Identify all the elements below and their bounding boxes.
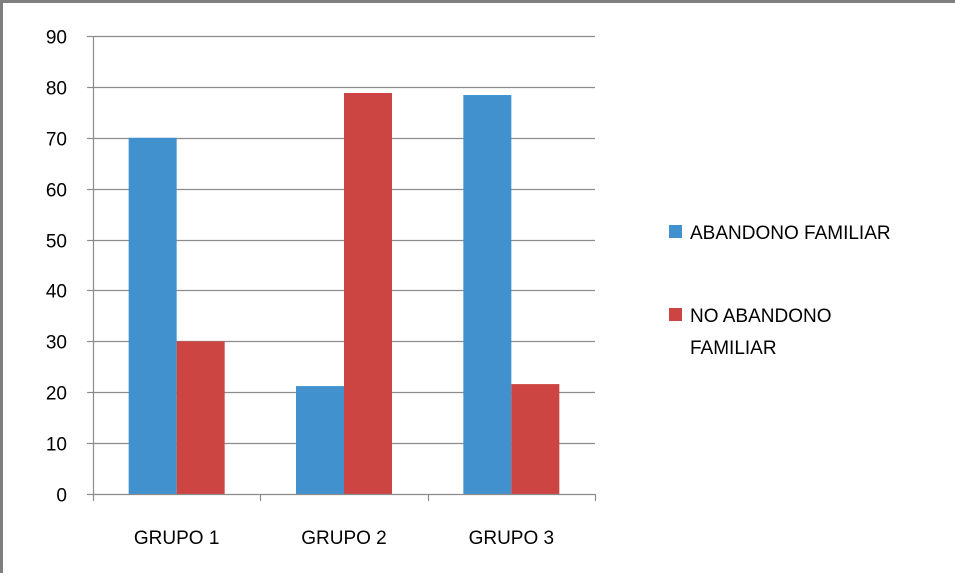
bar-abandono-2 bbox=[296, 386, 344, 494]
bar-abandono-3 bbox=[463, 95, 512, 494]
x-tick-label: GRUPO 1 bbox=[134, 528, 220, 549]
legend-layer: ABANDONO FAMILIAR NO ABANDONO FAMILIAR bbox=[669, 223, 891, 359]
y-tick-label: 80 bbox=[46, 79, 67, 100]
legend-label-line: NO ABANDONO bbox=[690, 306, 831, 327]
legend-label: NO ABANDONO FAMILIAR bbox=[690, 306, 831, 359]
y-tick-label: 90 bbox=[46, 28, 67, 49]
labels-layer: 0 10 20 30 40 50 60 70 80 90 GRUPO 1 GRUPO 2 GRUPO 3 bbox=[46, 28, 554, 550]
legend-label-line: ABANDONO FAMILIAR bbox=[690, 223, 891, 244]
bar-no-abandono-2 bbox=[344, 92, 392, 495]
bar-no-abandono-3 bbox=[511, 384, 560, 494]
y-tick-label: 50 bbox=[46, 232, 67, 253]
y-tick-label: 30 bbox=[46, 333, 67, 354]
x-tick-label: GRUPO 2 bbox=[301, 528, 387, 549]
legend-swatch bbox=[669, 225, 682, 238]
y-tick-label: 60 bbox=[46, 181, 67, 202]
axes-layer bbox=[87, 35, 597, 501]
y-tick-label: 40 bbox=[46, 282, 67, 303]
bars-layer bbox=[128, 92, 560, 495]
y-tick-label: 10 bbox=[46, 435, 67, 456]
y-tick-label: 0 bbox=[56, 486, 67, 507]
legend-label-line: FAMILIAR bbox=[690, 338, 777, 359]
y-tick-label: 70 bbox=[46, 130, 67, 151]
bar-abandono-1 bbox=[128, 137, 177, 494]
bar-no-abandono-1 bbox=[176, 341, 225, 494]
legend-label: ABANDONO FAMILIAR bbox=[690, 223, 891, 244]
x-tick-label: GRUPO 3 bbox=[469, 528, 555, 549]
y-tick-label: 20 bbox=[46, 384, 67, 405]
legend-swatch bbox=[669, 308, 682, 321]
chart-svg: 0 10 20 30 40 50 60 70 80 90 GRUPO 1 GRUPO 2 GRUPO 3… bbox=[46, 28, 891, 550]
